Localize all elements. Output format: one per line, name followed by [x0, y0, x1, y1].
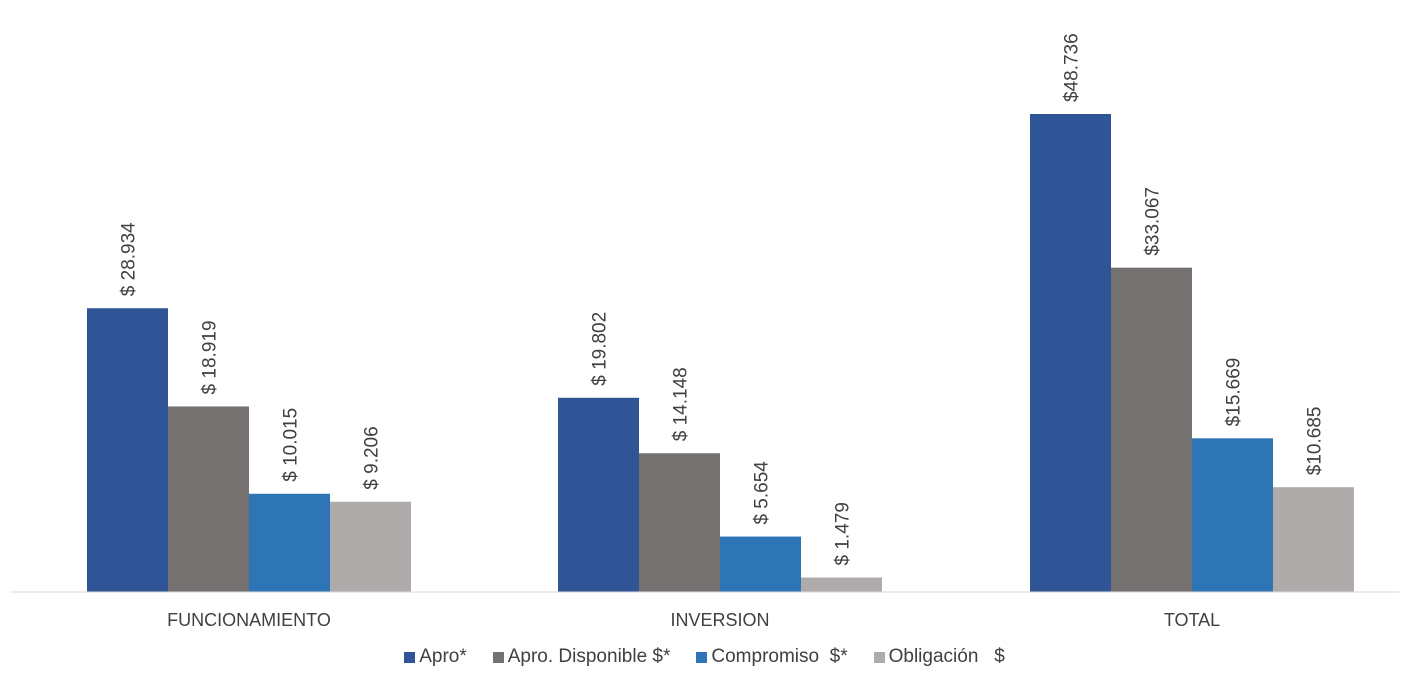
category-labels-layer: FUNCIONAMIENTO INVERSION TOTAL	[167, 610, 1220, 630]
legend-swatch-0	[404, 651, 416, 663]
bar-2-1	[1111, 267, 1192, 592]
category-label-0: FUNCIONAMIENTO	[167, 610, 331, 630]
bar-0-1	[168, 406, 249, 592]
legend-item-0: Apro*	[404, 646, 467, 668]
legend-item-2: Compromiso $*	[696, 646, 848, 668]
data-label-1-2: $ 5.654	[752, 461, 773, 525]
legend-label-0: Apro*	[419, 646, 467, 667]
category-label-1: INVERSION	[670, 610, 769, 630]
data-label-2-0: $48.736	[1062, 33, 1083, 102]
data-label-1-1: $ 14.148	[671, 367, 692, 441]
data-label-1-0: $ 19.802	[590, 312, 611, 386]
legend-swatch-3	[873, 651, 885, 663]
legend-swatch-1	[492, 651, 504, 663]
legend: Apro* Apro. Disponible $* Compromiso $* Obl…	[0, 646, 1409, 668]
bar-1-1	[639, 453, 720, 592]
data-label-2-3: $10.685	[1305, 407, 1326, 476]
legend-label-2: Compromiso $*	[711, 646, 848, 667]
bar-0-0	[87, 308, 168, 592]
legend-item-1: Apro. Disponible $*	[492, 646, 671, 668]
bars-layer	[87, 114, 1354, 592]
bar-2-0	[1030, 114, 1111, 592]
bar-1-2	[720, 536, 801, 592]
legend-label-1: Apro. Disponible $*	[507, 646, 671, 667]
data-label-2-2: $15.669	[1224, 358, 1245, 427]
bar-2-2	[1192, 438, 1273, 592]
bar-1-0	[558, 397, 639, 592]
data-label-2-1: $33.067	[1143, 187, 1164, 256]
bar-0-2	[249, 493, 330, 592]
data-label-0-0: $ 28.934	[119, 222, 140, 296]
bar-1-3	[801, 577, 882, 592]
data-labels-layer: $ 28.934 $ 18.919 $ 10.015 $ 9.206 $ 19.802 $…	[119, 33, 1326, 565]
legend-label-3: Obligación $	[888, 646, 1005, 667]
data-label-1-3: $ 1.479	[833, 502, 854, 565]
data-label-0-2: $ 10.015	[281, 408, 302, 482]
data-label-0-1: $ 18.919	[200, 320, 221, 394]
legend-swatch-2	[696, 651, 708, 663]
bar-0-3	[330, 501, 411, 592]
bar-2-3	[1273, 487, 1354, 592]
legend-item-3: Obligación $	[873, 646, 1005, 668]
category-label-2: TOTAL	[1164, 610, 1220, 630]
data-label-0-3: $ 9.206	[362, 426, 383, 489]
